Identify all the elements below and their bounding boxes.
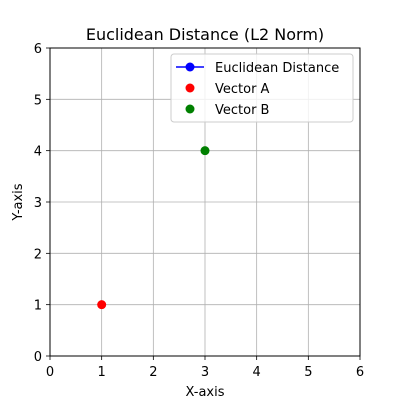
legend-label-vector-a: Vector A: [215, 82, 270, 97]
y-tick-label: 0: [34, 350, 42, 365]
vector-a-point: [97, 300, 107, 310]
x-tick-label: 6: [356, 365, 364, 380]
y-tick-label: 4: [34, 145, 42, 160]
legend-label-vector-b: Vector B: [215, 103, 269, 118]
legend-items: Euclidean Distance Vector A Vector B: [176, 61, 339, 118]
x-axis-label: X-axis: [186, 385, 225, 400]
x-tick-label: 0: [46, 365, 54, 380]
x-tick-label: 5: [304, 365, 312, 380]
x-tick-label: 1: [98, 365, 106, 380]
y-tick-label: 6: [34, 42, 42, 57]
legend-swatch-vector-a: [185, 83, 195, 93]
y-tick-label: 2: [34, 247, 42, 262]
x-tick-label: 4: [253, 365, 261, 380]
x-tick-label: 3: [201, 365, 209, 380]
x-tick-label: 2: [149, 365, 157, 380]
axis-ticks: 0 1 2 3 4 5 6 0 1 2 3 4 5 6: [34, 42, 364, 380]
y-tick-label: 3: [34, 196, 42, 211]
vector-b-point: [200, 146, 210, 156]
legend-frame: [170, 53, 354, 123]
y-axis-label: Y-axis: [11, 183, 26, 221]
chart-title: Euclidean Distance (L2 Norm): [86, 25, 324, 44]
legend-swatch-euclidean-distance: [185, 62, 195, 72]
legend: Euclidean Distance Vector A Vector B: [170, 53, 354, 123]
y-tick-label: 5: [34, 93, 42, 108]
legend-label-euclidean-distance: Euclidean Distance: [215, 61, 339, 76]
data-layer: [97, 146, 210, 310]
legend-swatch-vector-b: [185, 104, 195, 114]
y-tick-label: 1: [34, 299, 42, 314]
